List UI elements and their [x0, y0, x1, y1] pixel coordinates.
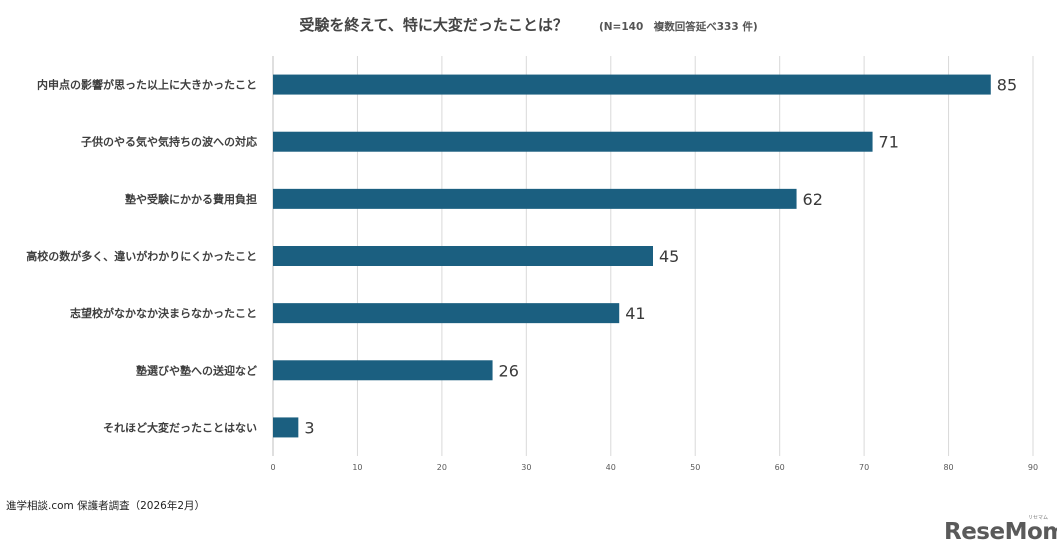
logo-kana: リセマム — [1027, 515, 1048, 521]
x-tick-label: 50 — [690, 463, 700, 472]
x-tick-label: 70 — [859, 463, 869, 472]
category-label: 塾や受験にかかる費用負担 — [125, 192, 257, 206]
x-tick-label: 80 — [943, 463, 953, 472]
category-label: 志望校がなかなか決まらなかったこと — [70, 306, 257, 320]
bar — [273, 188, 797, 209]
bar — [273, 303, 620, 324]
data-label: 71 — [879, 133, 899, 152]
logo-text: ReseMom — [944, 519, 1057, 545]
bar — [273, 246, 653, 266]
x-tick-label: 0 — [270, 463, 275, 472]
category-label: それほど大変だったことはない — [103, 420, 257, 434]
data-label: 26 — [499, 361, 519, 380]
x-tick-label: 60 — [775, 463, 785, 472]
x-tick-label: 10 — [352, 463, 362, 472]
bar — [273, 74, 991, 95]
x-tick-label: 90 — [1028, 463, 1038, 472]
data-label: 41 — [625, 304, 645, 323]
chart-subtitle: (N=140 複数回答延べ333 件) — [598, 21, 758, 33]
bar — [273, 131, 873, 152]
data-label: 3 — [304, 418, 314, 437]
category-label: 高校の数が多く、違いがわかりにくかったこと — [26, 249, 257, 263]
x-tick-label: 20 — [437, 463, 447, 472]
category-label: 子供のやる気や気持ちの波への対応 — [81, 135, 257, 149]
source-note: 進学相談.com 保護者調査（2026年2月） — [6, 500, 206, 512]
x-tick-label: 30 — [521, 463, 531, 472]
bar — [273, 360, 493, 381]
data-label: 45 — [659, 247, 679, 266]
data-label: 85 — [997, 76, 1017, 95]
resemom-logo: ReseMom リセマム — [944, 515, 1057, 548]
data-label: 62 — [803, 190, 823, 209]
bar-chart: 0 10 20 30 40 50 60 70 80 90 内申点の影響が思った以上に大きかったこと 8… — [26, 56, 1038, 472]
chart-title-row: 受験を終えて、特に大変だったことは？ (N=140 複数回答延べ333 件) — [0, 14, 1057, 35]
chart-title: 受験を終えて、特に大変だったことは？ — [299, 16, 568, 34]
category-label: 内申点の影響が思った以上に大きかったこと — [37, 78, 257, 92]
x-tick-label: 40 — [606, 463, 616, 472]
category-label: 塾選びや塾への送迎など — [136, 363, 257, 377]
bar — [273, 417, 299, 438]
